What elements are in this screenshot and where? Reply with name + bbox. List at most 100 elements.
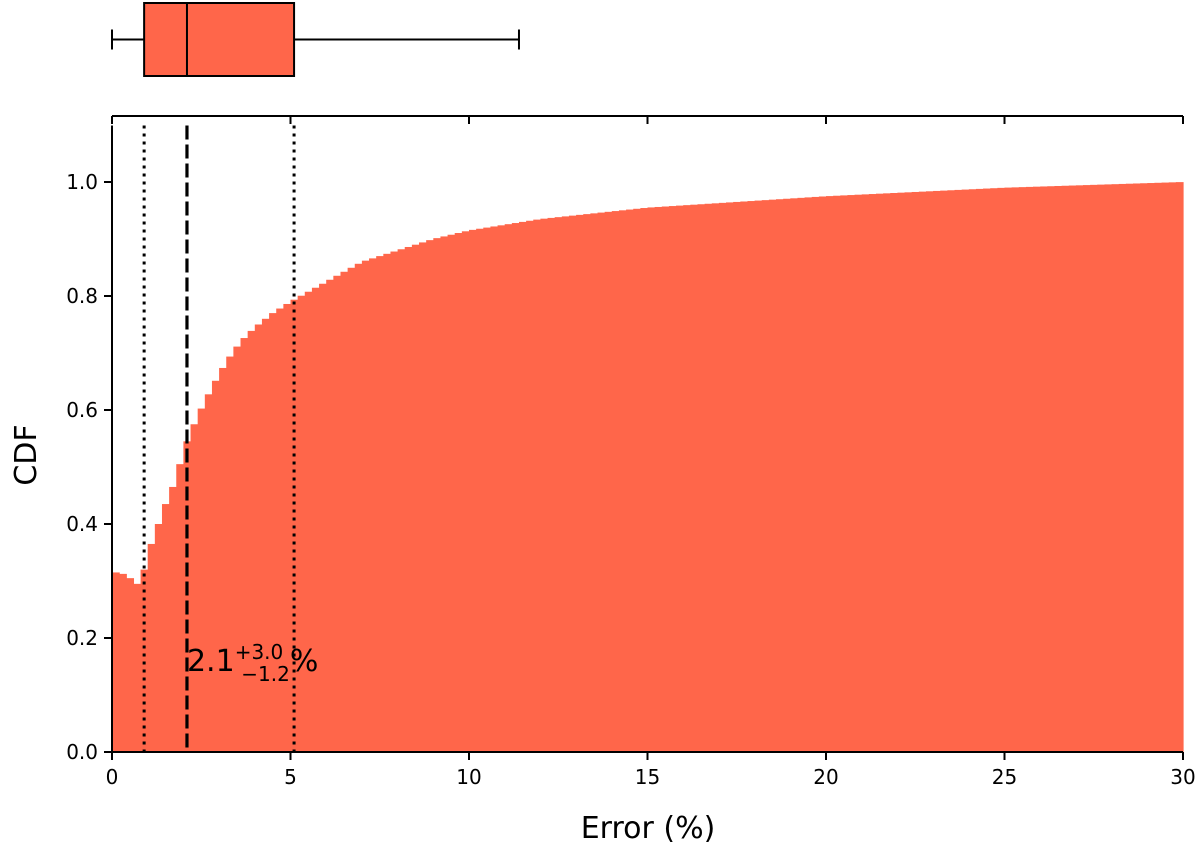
cdf-bar bbox=[433, 238, 442, 752]
cdf-panel: 0 5 10 15 20 25 30 0.0 0.2 0.4 0.6 0.8 1.0 bbox=[66, 125, 1196, 789]
cdf-bar bbox=[654, 206, 663, 753]
annotation-sub: −1.2 bbox=[241, 662, 290, 686]
cdf-bar bbox=[269, 313, 277, 752]
cdf-bar bbox=[397, 249, 406, 752]
cdf-bar bbox=[233, 346, 242, 752]
cdf-bar bbox=[1118, 183, 1127, 752]
cdf-bar bbox=[1047, 186, 1056, 753]
cdf-bar bbox=[826, 196, 834, 752]
cdf-bar bbox=[1133, 183, 1141, 753]
cdf-bar bbox=[440, 236, 449, 752]
cdf-bar bbox=[276, 308, 284, 752]
cdf-bar bbox=[1061, 185, 1070, 752]
cdf-bar bbox=[261, 318, 270, 752]
cdf-bar bbox=[890, 193, 898, 752]
cdf-bar bbox=[604, 211, 613, 752]
cdf-bar bbox=[854, 194, 863, 752]
cdf-bar bbox=[540, 218, 549, 753]
cdf-bar bbox=[1175, 182, 1184, 753]
cdf-bar bbox=[811, 196, 820, 752]
cdf-bar bbox=[297, 295, 306, 752]
cdf-bar bbox=[561, 216, 570, 752]
x-tick-label: 25 bbox=[992, 765, 1017, 789]
cdf-bar bbox=[897, 192, 906, 752]
cdf-bar bbox=[711, 203, 720, 752]
cdf-bar bbox=[497, 225, 506, 752]
cdf-bar bbox=[304, 291, 313, 752]
cdf-bar bbox=[997, 187, 1006, 752]
cdf-bar bbox=[340, 271, 349, 752]
cdf-bar bbox=[833, 195, 841, 753]
cdf-bar bbox=[547, 217, 556, 752]
boxplot-panel bbox=[111, 2, 1184, 124]
cdf-bar bbox=[483, 227, 492, 753]
cdf-bar bbox=[1004, 187, 1013, 753]
cdf-bar bbox=[333, 275, 342, 752]
cdf-bar bbox=[376, 256, 384, 752]
cdf-bar bbox=[847, 195, 856, 753]
x-tick-label: 30 bbox=[1170, 765, 1195, 789]
x-tick-label: 15 bbox=[635, 765, 660, 789]
x-tick-label: 0 bbox=[106, 765, 119, 789]
cdf-bar bbox=[112, 572, 120, 752]
cdf-bar bbox=[840, 195, 849, 752]
cdf-bar bbox=[219, 367, 227, 752]
cdf-bar bbox=[797, 197, 806, 753]
cdf-bar bbox=[768, 199, 777, 753]
cdf-bar bbox=[683, 205, 691, 752]
cdf-bar bbox=[447, 234, 456, 753]
cdf-bar bbox=[147, 543, 156, 752]
cdf-bar bbox=[354, 263, 363, 752]
cdf-bar bbox=[868, 194, 877, 752]
cdf-bar bbox=[240, 338, 249, 752]
cdf-bar bbox=[361, 260, 370, 752]
cdf-bar bbox=[626, 209, 634, 753]
annotation-suffix: % bbox=[290, 644, 319, 679]
cdf-bar bbox=[119, 573, 127, 753]
cdf-bar bbox=[776, 199, 784, 752]
cdf-bar bbox=[1068, 185, 1077, 752]
cdf-bar bbox=[211, 380, 220, 752]
cdf-bar bbox=[690, 204, 699, 752]
cdf-bar bbox=[947, 190, 956, 752]
cdf-bar bbox=[183, 441, 192, 752]
cdf-bar bbox=[133, 583, 142, 752]
cdf-bar bbox=[718, 202, 727, 753]
x-tick-label: 5 bbox=[284, 765, 297, 789]
cdf-bar bbox=[490, 226, 499, 752]
annotation-main: 2.1 bbox=[187, 644, 235, 679]
cdf-bar bbox=[726, 202, 734, 752]
cdf-bar bbox=[1168, 182, 1177, 753]
x-axis-label: Error (%) bbox=[581, 811, 716, 846]
cdf-bar bbox=[790, 198, 799, 753]
cdf-bar bbox=[526, 220, 534, 752]
cdf-bar bbox=[1090, 184, 1098, 753]
y-tick-label: 1.0 bbox=[66, 170, 98, 194]
cdf-bar bbox=[419, 242, 427, 753]
cdf-bar bbox=[1097, 184, 1106, 752]
cdf-bar bbox=[925, 191, 934, 753]
cdf-bar bbox=[883, 193, 891, 753]
x-tick-label: 10 bbox=[456, 765, 481, 789]
cdf-bar bbox=[1011, 187, 1020, 753]
cdf-bar bbox=[469, 229, 477, 752]
cdf-bar bbox=[933, 190, 941, 752]
cdf-bar bbox=[1140, 183, 1148, 752]
cdf-bar bbox=[461, 231, 470, 753]
cdf-bar bbox=[754, 200, 763, 752]
cdf-bar bbox=[426, 240, 434, 752]
cdf-bar bbox=[190, 424, 199, 752]
cdf-bar bbox=[818, 196, 827, 753]
cdf-bar bbox=[226, 356, 234, 752]
cdf-bar bbox=[647, 207, 656, 753]
cdf-bar bbox=[583, 214, 591, 753]
cdf-bar bbox=[697, 204, 706, 753]
cdf-bar bbox=[254, 324, 263, 752]
cdf-bar bbox=[918, 191, 927, 752]
cdf-bar bbox=[1018, 187, 1027, 752]
y-axis-label: CDF bbox=[9, 424, 44, 485]
y-tick-label: 0.8 bbox=[66, 284, 98, 308]
cdf-bar bbox=[568, 215, 577, 752]
